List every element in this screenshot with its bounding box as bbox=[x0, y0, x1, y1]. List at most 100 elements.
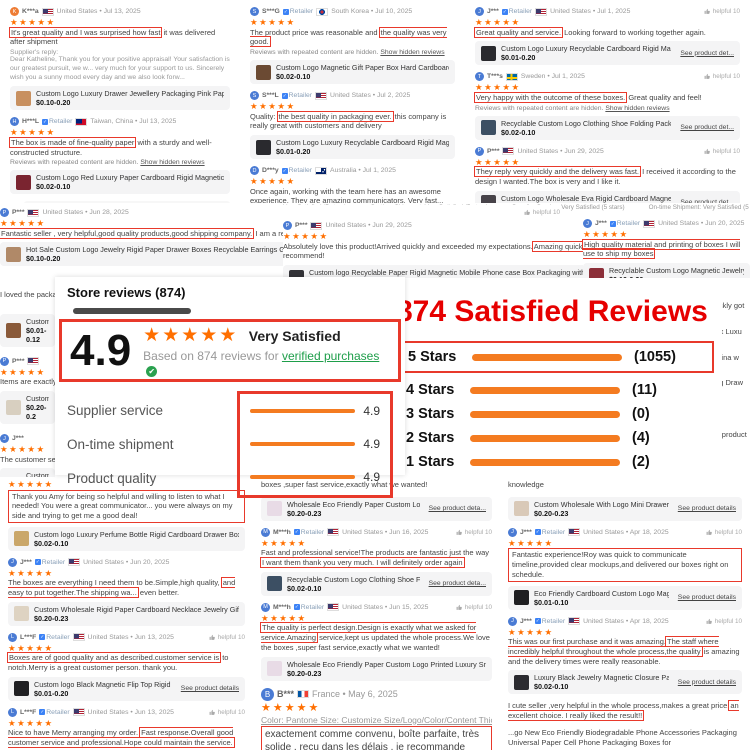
see-product-details-link[interactable]: See product deta... bbox=[428, 505, 486, 513]
review-text-plain: Once again, working with the team here h… bbox=[250, 186, 444, 204]
product-name: Custom Wholesale Rigid Paper Cardboard N… bbox=[34, 604, 239, 614]
product-name: Custom logo Black Magnetic Flip Top Rigi… bbox=[34, 679, 172, 689]
product-row[interactable]: Custom Logo Luxury Recyclable Cardboard … bbox=[475, 41, 740, 66]
reviewer-name: J*** bbox=[520, 617, 532, 625]
product-row[interactable]: Recyclable Custom Logo Magnetic Jewelry … bbox=[583, 263, 750, 278]
thumbs-up-icon bbox=[209, 709, 215, 715]
helpful-button[interactable]: helpful 10 bbox=[456, 604, 492, 611]
metric-bar bbox=[250, 475, 356, 479]
review-meta: South Korea • Jul 10, 2025 bbox=[331, 8, 413, 15]
review-text-highlighted: Fantastic seller , very helpful,good qua… bbox=[1, 228, 253, 238]
product-row[interactable]: Recyclable Custom Logo Clothing Shoe Fol… bbox=[475, 115, 740, 140]
product-row[interactable]: Custom W $0.20-0.2 bbox=[0, 391, 55, 424]
star-row-bar bbox=[470, 458, 620, 466]
product-name: Wholesale Eco Friendly Paper Custom Logo… bbox=[287, 499, 420, 509]
thumbs-up-icon bbox=[704, 74, 710, 80]
product-thumbnail bbox=[267, 576, 282, 592]
review-card: knowledge bbox=[508, 480, 742, 490]
helpful-button[interactable]: helpful 10 bbox=[704, 73, 740, 80]
country-flag-icon bbox=[505, 72, 518, 81]
reviewer-name: P*** bbox=[295, 222, 308, 229]
product-thumbnail bbox=[6, 322, 21, 338]
review-meta: United States • Apr 18, 2025 bbox=[583, 528, 669, 536]
left-edge-strip: I loved the packagi Custom Lo $0.01-0.12 bbox=[0, 287, 55, 477]
see-product-details-link[interactable]: See product det... bbox=[680, 199, 734, 203]
product-row[interactable]: Custom Wholesale With Logo Mini Drawer P… bbox=[508, 496, 742, 521]
product-row[interactable]: Wholesale Eco Friendly Paper Custom Logo… bbox=[261, 656, 492, 681]
review-header: D D***y ✓ Retailer Australia • Jul 1, 202… bbox=[250, 166, 455, 175]
product-row[interactable]: Custom logo Black Magnetic Flip Top Rigi… bbox=[8, 676, 245, 701]
review-card: M M***h ✓ Retailer United States • Jun 15… bbox=[261, 602, 492, 681]
see-product-details-link[interactable]: See product details bbox=[677, 594, 736, 601]
product-price: $0.02-0.10 bbox=[501, 127, 536, 137]
helpful-button[interactable]: helpful 10 bbox=[209, 634, 245, 641]
scroll-handle[interactable] bbox=[73, 308, 191, 314]
product-row[interactable]: Custom logo Luxury Perfume Bottle Rigid … bbox=[8, 526, 245, 551]
product-row[interactable]: Custom Logo Magnetic Gift Paper Box Hard… bbox=[250, 60, 455, 84]
review-text-plain: with a sturdy and well-constructed struc… bbox=[10, 137, 212, 157]
review-card: I loved the packagi bbox=[0, 290, 55, 300]
product-row[interactable]: Custom Logo Luxury Drawer Jewellery Pack… bbox=[10, 86, 230, 111]
product-row[interactable]: Luxury Black Jewelry Magnetic Closure Pa… bbox=[508, 670, 742, 695]
see-product-details-link[interactable]: See product details bbox=[180, 685, 239, 693]
check-icon: ✓ bbox=[609, 220, 616, 227]
star-rating: ★★★★★ bbox=[250, 176, 296, 186]
product-row[interactable]: Custom Logo Luxury Recyclable Cardboard … bbox=[250, 135, 455, 159]
product-row[interactable]: Custom Wholesale Rigid Paper Cardboard N… bbox=[8, 601, 245, 626]
review-text-plain: Nice to have Merry arranging my order. bbox=[8, 728, 141, 738]
review-text-plain: The product price was reasonable and bbox=[250, 27, 380, 37]
helpful-button[interactable]: helpful 10 bbox=[704, 148, 740, 155]
review-text-highlighted: I want them thank you very much. I will … bbox=[262, 558, 463, 567]
review-card: P P*** ★★★★★ Items are exactly h... will… bbox=[0, 356, 55, 424]
product-row[interactable]: Wholesale Eco Friendly Paper Custom Logo… bbox=[261, 496, 492, 521]
product-row[interactable]: Custom Logo Wholesale Eva Rigid Cardboar… bbox=[475, 190, 740, 203]
product-thumbnail bbox=[514, 501, 529, 517]
product-row[interactable]: Custom $0.10-0 bbox=[0, 468, 55, 477]
product-row[interactable]: Custom Logo Red Luxury Paper Cardboard R… bbox=[10, 170, 230, 195]
helpful-button[interactable]: helpful 10 bbox=[209, 709, 245, 716]
helpful-button[interactable]: helpful 10 bbox=[706, 618, 742, 625]
review-meta: Australia • Jul 1, 2025 bbox=[330, 167, 396, 174]
top-left-column: K K***a United States • Jul 13, 2025 ★★★… bbox=[0, 0, 240, 203]
see-product-details-link[interactable]: See product det... bbox=[680, 49, 734, 57]
verified-purchases-link[interactable]: verified purchases bbox=[281, 349, 380, 363]
supplier-reply-label: Supplier's reply: bbox=[10, 49, 59, 56]
star-rating: ★★★★★ bbox=[10, 127, 56, 138]
helpful-button[interactable]: helpful 10 bbox=[704, 8, 740, 15]
product-row[interactable]: Recyclable Custom Logo Clothing Shoe Fol… bbox=[261, 571, 492, 596]
see-product-details-link[interactable]: See product details bbox=[677, 678, 736, 686]
product-row[interactable]: Eco Friendly Cardboard Custom Logo Magne… bbox=[508, 585, 742, 610]
reviewer-name: M***h bbox=[273, 603, 291, 611]
review-text-highlighted: Very happy with the outcome of these box… bbox=[476, 92, 626, 102]
helpful-button[interactable]: helpful 10 bbox=[524, 209, 560, 216]
see-product-details-link[interactable]: See product deta... bbox=[428, 580, 486, 588]
reviewer-name: P*** bbox=[12, 209, 25, 216]
reviewer-name: J*** bbox=[520, 528, 532, 536]
review-card: ...go New Eco Friendly Biodegradable Pho… bbox=[508, 728, 742, 748]
review-text: Quality: the best quality in packaging e… bbox=[250, 112, 455, 132]
reviewer-name: J*** bbox=[12, 435, 24, 442]
review-meta: United States • Jul 13, 2025 bbox=[56, 8, 141, 15]
star-row-count: (11) bbox=[632, 382, 657, 398]
country-flag-icon bbox=[568, 528, 581, 537]
review-text-plain: knowledge bbox=[508, 480, 544, 489]
product-name: Custom Logo Wholesale Eva Rigid Cardboar… bbox=[501, 193, 672, 203]
bottom-left-column: ★★★★★ Thank you Amy for being so helpful… bbox=[0, 475, 253, 750]
show-hidden-reviews-link[interactable]: Show hidden reviews bbox=[140, 159, 205, 167]
show-hidden-reviews-link[interactable]: Show hidden reviews bbox=[605, 104, 670, 112]
helpful-button[interactable]: helpful 10 bbox=[706, 529, 742, 536]
helpful-button[interactable]: helpful 10 bbox=[456, 529, 492, 536]
product-row[interactable]: Custom Lo $0.01-0.12 bbox=[0, 313, 55, 347]
avatar: J bbox=[0, 434, 9, 443]
satisfaction-item: Supplier Service: Very Satisfied (5 star… bbox=[511, 204, 625, 211]
see-product-details-link[interactable]: See product det... bbox=[680, 124, 734, 131]
review-card: S S***G ✓ Retailer South Korea • Jul 10, … bbox=[250, 7, 455, 84]
product-name: Custom logo Luxury Perfume Bottle Rigid … bbox=[34, 529, 239, 539]
review-header: J J*** ✓ Retailer United States • Apr 18,… bbox=[508, 616, 742, 626]
reviewer-name: L***F bbox=[20, 708, 37, 716]
review-text: Great quality and service. Looking forwa… bbox=[475, 28, 740, 38]
see-product-details-link[interactable]: See product details bbox=[677, 505, 736, 513]
product-price: $0.20-0.23 bbox=[34, 613, 69, 623]
show-hidden-reviews-link[interactable]: Show hidden reviews bbox=[380, 49, 445, 56]
review-text-plain: exactement comme convenu, boîte parfaite… bbox=[265, 728, 479, 750]
